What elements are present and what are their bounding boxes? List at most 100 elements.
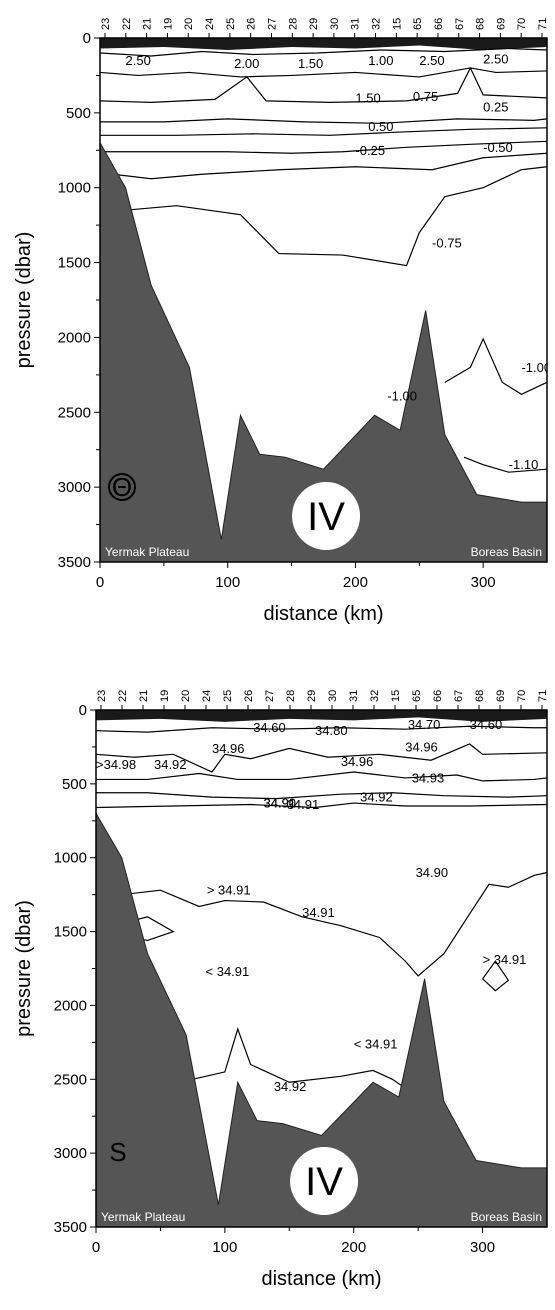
contour-label: 34.80 (315, 723, 348, 738)
contour-label: -1.00 (521, 360, 551, 375)
station-label: 20 (183, 18, 195, 30)
y-tick-label: 500 (66, 105, 91, 122)
station-label: 15 (390, 690, 402, 702)
station-label: 21 (142, 18, 154, 30)
station-label: 24 (201, 690, 213, 702)
y-tick-label: 0 (79, 702, 87, 719)
contour-label: 1.50 (355, 90, 380, 105)
station-label: 25 (225, 18, 237, 30)
contour-label: 34.93 (412, 770, 445, 785)
section-label: IV (305, 1160, 343, 1204)
station-label: 30 (327, 690, 339, 702)
contour-label: >34.98 (96, 757, 136, 772)
y-axis-title: pressure (dbar) (13, 900, 35, 1037)
contour-label: 34.92 (274, 1079, 307, 1094)
contour-label: 34.91 (287, 797, 320, 812)
y-tick-label: 2500 (58, 404, 91, 421)
section-badge (290, 1147, 359, 1215)
x-axis-title: distance (km) (261, 1268, 381, 1290)
contour-label: 0.75 (413, 89, 438, 104)
contour-label: 2.50 (419, 53, 444, 68)
station-label: 29 (306, 690, 318, 702)
station-label: 32 (371, 18, 383, 30)
contour-label: 34.60 (470, 717, 503, 732)
y-tick-label: 2000 (54, 997, 87, 1014)
contour-line (125, 166, 547, 267)
y-tick-label: 3500 (58, 554, 91, 571)
bathymetry (96, 812, 547, 1227)
contour-label: -0.25 (355, 143, 385, 158)
contour-label: < 34.91 (354, 1036, 398, 1051)
contour-line (96, 743, 547, 773)
station-label: 20 (180, 690, 192, 702)
theta-panel: 2.50 2.00 1.50 1.00 2.50 2.50 1.50 0.75 0.25 0.50… (13, 18, 551, 625)
x-tick-label: 300 (470, 1239, 495, 1256)
station-label: 27 (266, 18, 278, 30)
station-label: 25 (222, 690, 234, 702)
y-tick-label: 1500 (54, 924, 87, 941)
x-tick-label: 300 (471, 574, 496, 591)
station-label: 24 (204, 18, 216, 30)
station-label: 65 (411, 690, 423, 702)
station-label: 31 (350, 18, 362, 30)
contour-label: 1.50 (298, 56, 323, 71)
station-label: 29 (308, 18, 320, 30)
station-label: 71 (537, 18, 549, 30)
y-tick-label: 1000 (54, 850, 87, 867)
y-tick-label: 3000 (54, 1145, 87, 1162)
contour-label: 2.50 (483, 51, 508, 66)
station-label: 67 (454, 18, 466, 30)
contour-line (463, 456, 547, 473)
contour-label: 34.91 (264, 795, 297, 810)
section-label: IV (307, 495, 345, 539)
contour-line (100, 140, 547, 154)
y-tick-label: 1000 (58, 180, 91, 197)
contour-label: 2.50 (126, 53, 151, 68)
contour-line (444, 337, 547, 396)
x-tick-label: 200 (341, 1239, 366, 1256)
contour-label: 34.91 (302, 905, 335, 920)
contour-line (121, 871, 547, 977)
x-axis-title: distance (km) (263, 603, 383, 625)
contour-label: 34.70 (408, 717, 441, 732)
y-tick-label: 2500 (54, 1071, 87, 1088)
contour-label: < 34.91 (206, 964, 250, 979)
station-label: 65 (412, 18, 424, 30)
region-label-left: Yermak Plateau (101, 1210, 185, 1224)
y-tick-label: 3500 (54, 1219, 87, 1236)
x-tick-label: 200 (343, 574, 368, 591)
station-label: 30 (329, 18, 341, 30)
contour-label: > 34.91 (207, 883, 251, 898)
y-tick-label: 2000 (58, 329, 91, 346)
region-label-left: Yermak Plateau (105, 545, 189, 559)
contour-line (96, 792, 547, 800)
contour-label: -1.10 (509, 457, 539, 472)
station-label: 67 (453, 690, 465, 702)
station-label: 69 (495, 690, 507, 702)
station-label: 66 (433, 18, 445, 30)
contour-line (100, 67, 547, 78)
station-label: 68 (474, 690, 486, 702)
station-label: 26 (246, 18, 258, 30)
station-label: 22 (117, 690, 129, 702)
station-label: 28 (285, 690, 297, 702)
contour-label: 34.96 (405, 739, 438, 754)
y-tick-label: 500 (62, 776, 87, 793)
x-tick-label: 0 (96, 574, 104, 591)
station-label: 19 (162, 18, 174, 30)
y-tick-label: 1500 (58, 255, 91, 272)
station-label: 66 (432, 690, 444, 702)
bathymetry (100, 141, 547, 562)
contour-line (100, 152, 547, 180)
station-label: 31 (348, 690, 360, 702)
contour-line (100, 127, 547, 136)
x-tick-label: 0 (92, 1239, 100, 1256)
x-tick-label: 100 (212, 1239, 237, 1256)
contour-line (96, 802, 547, 809)
contour-label: 34.92 (154, 757, 187, 772)
contour-label: 34.96 (341, 754, 374, 769)
contour-label: -0.75 (432, 236, 462, 251)
contour-line (100, 118, 547, 124)
contour-line (96, 725, 547, 733)
contour-label: 34.90 (264, 795, 297, 810)
